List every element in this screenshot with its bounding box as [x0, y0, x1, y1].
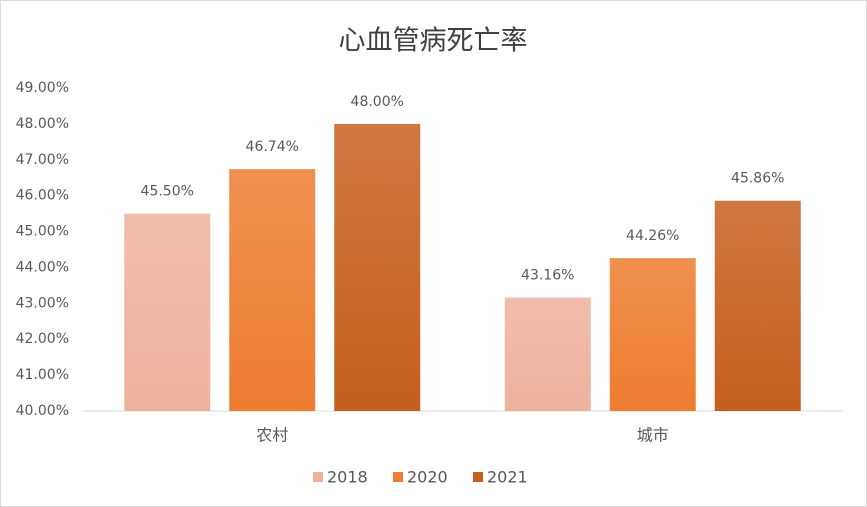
chart-title: 心血管病死亡率: [339, 26, 528, 57]
value-label: 46.74%: [246, 139, 299, 155]
x-tick-label: 城市: [637, 426, 669, 445]
value-label: 45.86%: [731, 171, 784, 187]
y-tick-label: 45.00%: [16, 224, 69, 240]
bar: [334, 123, 421, 411]
legend-swatch: [473, 472, 483, 482]
legend-swatch: [313, 472, 323, 482]
value-label: 48.00%: [351, 94, 404, 110]
bar: [504, 297, 591, 411]
legend-label: 2018: [327, 468, 368, 487]
bar: [124, 213, 211, 411]
y-tick-label: 40.00%: [16, 403, 69, 419]
legend-swatch: [393, 472, 403, 482]
y-tick-label: 44.00%: [16, 259, 69, 275]
legend-label: 2021: [487, 468, 528, 487]
y-tick-label: 42.00%: [16, 331, 69, 347]
y-tick-label: 48.00%: [16, 116, 69, 132]
legend-label: 2020: [407, 468, 448, 487]
bar: [714, 200, 801, 411]
y-tick-label: 41.00%: [16, 367, 69, 383]
value-label: 45.50%: [141, 184, 194, 200]
y-tick-label: 47.00%: [16, 152, 69, 168]
value-label: 43.16%: [521, 268, 574, 284]
y-tick-label: 49.00%: [16, 80, 69, 96]
y-tick-label: 43.00%: [16, 295, 69, 311]
value-label: 44.26%: [626, 228, 679, 244]
bar: [609, 258, 696, 411]
y-tick-label: 46.00%: [16, 188, 69, 204]
bar: [229, 169, 316, 411]
x-tick-label: 农村: [256, 426, 288, 445]
